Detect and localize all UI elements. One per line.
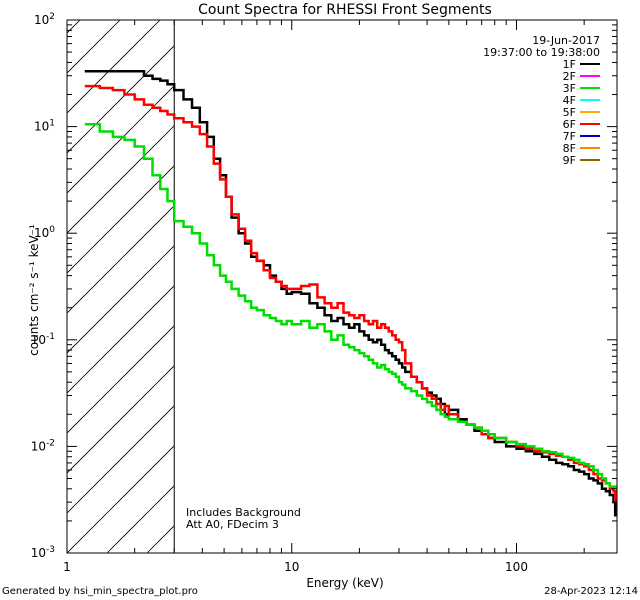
y-tick-label: 10-2: [31, 438, 55, 453]
time-range-label: 19:37:00 to 19:38:00: [483, 46, 600, 59]
generated-by: Generated by hsi_min_spectra_plot.pro: [2, 586, 198, 597]
x-axis-label: Energy (keV): [306, 576, 383, 590]
hatch-line: [0, 0, 107, 553]
hatch-line: [427, 0, 640, 553]
attenuator-note: Att A0, FDecim 3: [186, 518, 279, 531]
y-tick-base: 10: [34, 120, 49, 134]
plot-frame: [66, 19, 618, 554]
hatch-line: [387, 0, 640, 553]
hatch-line: [67, 445, 175, 553]
timestamp: 28-Apr-2023 12:14: [544, 586, 638, 597]
hatch-line: [67, 245, 175, 354]
y-tick-exponent: 2: [49, 12, 55, 22]
series-line-3f: [84, 123, 617, 489]
hatch-line: [67, 285, 175, 394]
hatch-line: [67, 85, 175, 194]
legend-label: 6F: [563, 118, 576, 131]
hatch-region: [0, 0, 640, 553]
hatch-line: [67, 365, 175, 474]
y-tick-base: 10: [31, 546, 46, 560]
hatch-line: [627, 0, 640, 553]
legend-label: 7F: [563, 130, 576, 143]
hatch-line: [67, 45, 175, 154]
chart-title: Count Spectra for RHESSI Front Segments: [198, 2, 492, 18]
y-tick-label: 10-3: [31, 545, 55, 560]
y-tick-base: 10: [34, 13, 49, 27]
y-tick-label: 101: [34, 119, 55, 134]
hatch-line: [267, 0, 640, 553]
x-tick-label: 10: [284, 560, 299, 574]
y-tick-base: 10: [31, 333, 46, 347]
hatch-line: [67, 20, 81, 34]
hatch-line: [67, 20, 121, 74]
series-line-6f: [84, 84, 617, 503]
legend-label: 9F: [563, 154, 576, 167]
hatch-line: [67, 20, 161, 114]
legend-label: 2F: [563, 70, 576, 83]
hatch-line: [67, 405, 175, 514]
y-tick-exponent: 1: [49, 119, 55, 129]
background-note: Includes Background: [186, 506, 301, 519]
y-tick-base: 10: [34, 226, 49, 240]
hatch-line: [106, 485, 175, 553]
y-tick-label: 10-1: [31, 332, 55, 347]
y-axis-label: counts cm⁻² s⁻¹ keV⁻¹: [27, 224, 41, 356]
x-tick-label: 1: [63, 560, 71, 574]
date-label: 19-Jun-2017: [532, 34, 600, 47]
y-tick-label: 102: [34, 12, 55, 27]
y-tick-exponent: -2: [46, 438, 55, 448]
x-tick-label: 100: [505, 560, 528, 574]
legend-label: 8F: [563, 142, 576, 155]
hatch-line: [67, 165, 175, 274]
legend-label: 4F: [563, 94, 576, 107]
series-lines: [84, 70, 617, 517]
y-tick-base: 10: [31, 439, 46, 453]
legend-label: 1F: [563, 58, 576, 71]
y-tick-label: 100: [34, 225, 55, 240]
y-tick-exponent: -3: [46, 545, 55, 555]
hatch-line: [67, 205, 175, 314]
y-tick-exponent: -1: [46, 332, 55, 342]
y-tick-exponent: 0: [49, 225, 55, 235]
legend-label: 3F: [563, 82, 576, 95]
legend-label: 5F: [563, 106, 576, 119]
